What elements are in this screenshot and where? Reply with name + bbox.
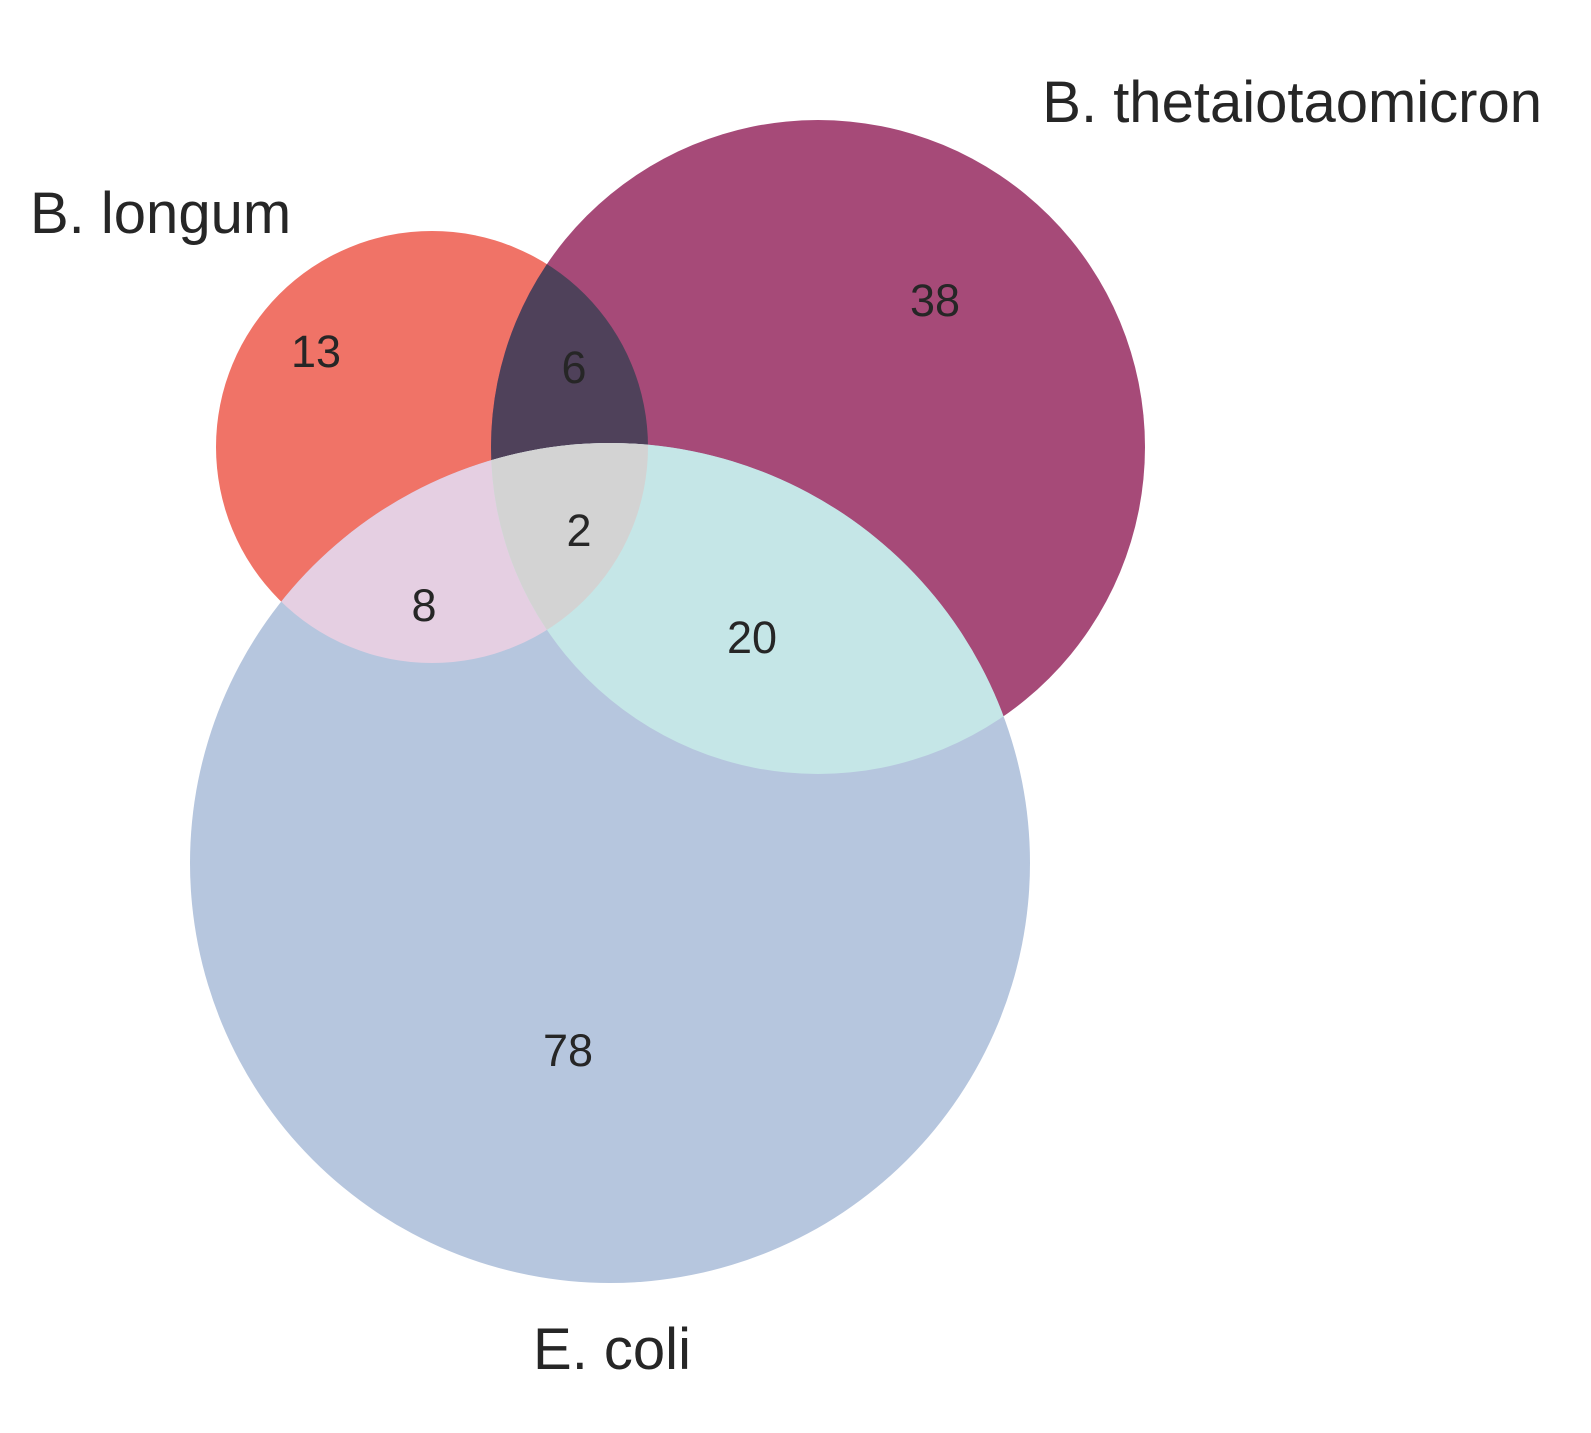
set-label-b-thetaiotaomicron: B. thetaiotaomicron bbox=[1042, 70, 1542, 135]
set-label-b-longum: B. longum bbox=[30, 181, 291, 246]
region-b-value: 38 bbox=[910, 275, 960, 326]
region-abc-value: 2 bbox=[566, 505, 591, 556]
region-bc-value: 20 bbox=[727, 612, 777, 663]
region-bc bbox=[491, 443, 1030, 774]
region-ab-value: 6 bbox=[561, 342, 586, 393]
set-label-e-coli: E. coli bbox=[533, 1317, 691, 1382]
region-ac-value: 8 bbox=[411, 580, 436, 631]
region-ac bbox=[216, 443, 648, 663]
region-c-value: 78 bbox=[543, 1025, 593, 1076]
region-a-value: 13 bbox=[291, 326, 341, 377]
